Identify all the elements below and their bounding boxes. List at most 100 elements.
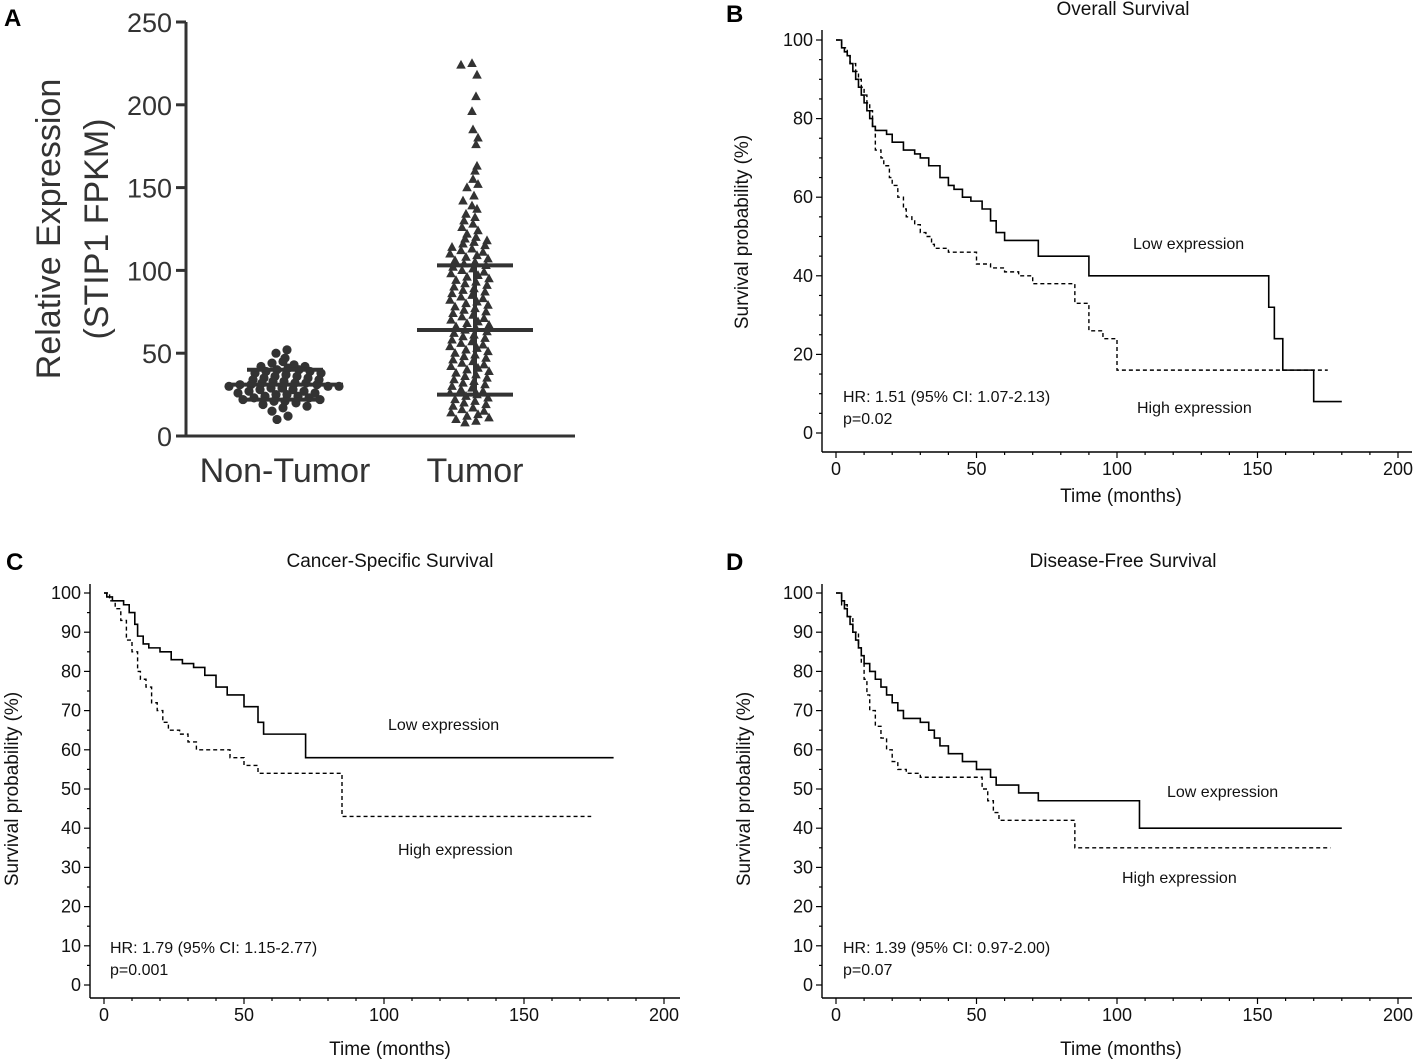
y-tick-label: 10 xyxy=(793,936,813,956)
data-point-tumor xyxy=(472,250,482,260)
y-axis-title-units: (STIP1 FPKM) xyxy=(78,118,116,339)
panel-a: A 0 50 100 150 200 250 Relative Expression (STI… xyxy=(4,5,575,490)
x-tick-label: 0 xyxy=(99,1005,109,1025)
data-point-non-tumor xyxy=(282,345,292,355)
data-point-non-tumor xyxy=(272,414,282,425)
x-tick-label: 200 xyxy=(1383,459,1413,479)
y-tick-label: 40 xyxy=(61,818,81,838)
y-tick-label: 60 xyxy=(793,740,813,760)
y-tick-label: 60 xyxy=(61,740,81,760)
y-tick-label: 20 xyxy=(793,897,813,917)
data-point-tumor xyxy=(469,237,479,246)
y-tick-label: 20 xyxy=(61,897,81,917)
x-tick-label: 0 xyxy=(831,459,841,479)
data-point-tumor xyxy=(484,366,494,376)
km-plot-c: 0 10 20 30 40 50 60 70 80 90 100 0 50 100 150 200 Cancer… xyxy=(2,551,680,1060)
data-point-tumor xyxy=(484,412,494,422)
data-point-tumor xyxy=(460,371,470,380)
high-expression-label: High expression xyxy=(398,842,513,859)
panel-letter-a: A xyxy=(4,5,21,32)
high-expression-curve xyxy=(836,39,1328,371)
panel-letter-b: B xyxy=(726,1,743,28)
y-tick-label: 0 xyxy=(71,975,81,995)
data-point-tumor xyxy=(483,392,493,402)
data-point-tumor xyxy=(451,367,461,377)
data-point-tumor xyxy=(458,377,468,387)
data-point-tumor xyxy=(462,271,472,281)
data-point-tumor xyxy=(456,245,466,255)
data-point-tumor xyxy=(467,58,477,67)
chart-title: Overall Survival xyxy=(1056,0,1189,20)
y-tick-label: 100 xyxy=(127,256,172,286)
data-point-tumor xyxy=(456,59,466,69)
data-point-tumor xyxy=(462,182,472,192)
data-point-tumor xyxy=(446,268,456,278)
x-axis-title: Time (months) xyxy=(1060,1039,1182,1060)
data-point-tumor xyxy=(479,405,489,415)
data-point-tumor xyxy=(457,357,467,367)
x-tick-label: 200 xyxy=(649,1005,679,1025)
x-category-label: Non-Tumor xyxy=(200,452,371,490)
y-tick-label: 40 xyxy=(793,266,813,286)
data-point-tumor xyxy=(480,333,490,342)
high-expression-curve xyxy=(104,592,592,818)
x-axis-title: Time (months) xyxy=(1060,486,1182,507)
data-point-tumor xyxy=(468,218,478,228)
x-axis-title: Time (months) xyxy=(329,1039,451,1060)
data-point-tumor xyxy=(462,318,472,327)
data-point-tumor xyxy=(447,288,457,298)
hazard-ratio-text: HR: 1.79 (95% CI: 1.15-2.77) xyxy=(110,940,317,957)
data-point-tumor xyxy=(483,346,493,356)
data-point-tumor xyxy=(448,308,458,318)
y-tick-label: 20 xyxy=(793,344,813,364)
y-tick-label: 100 xyxy=(783,583,813,603)
low-expression-label: Low expression xyxy=(1133,236,1244,253)
y-tick-label: 70 xyxy=(793,701,813,721)
data-point-tumor xyxy=(447,242,457,251)
panel-d: D 0 10 20 30 40 50 60 70 80 90 100 0 50 100 150 200 Dise… xyxy=(726,549,1413,1060)
data-point-tumor xyxy=(483,253,493,263)
data-point-tumor xyxy=(460,278,470,288)
data-point-tumor xyxy=(479,313,489,323)
y-tick-label: 30 xyxy=(61,857,81,877)
data-point-tumor xyxy=(451,414,461,424)
high-expression-label: High expression xyxy=(1122,870,1237,887)
data-point-tumor xyxy=(484,319,494,329)
data-point-tumor xyxy=(482,372,492,382)
data-point-tumor xyxy=(470,396,480,405)
data-point-tumor xyxy=(459,397,469,407)
y-tick-label: 80 xyxy=(793,661,813,681)
data-point-non-tumor xyxy=(283,411,293,421)
data-point-tumor xyxy=(459,351,469,361)
data-point-non-tumor xyxy=(233,388,243,398)
y-tick-label: 60 xyxy=(793,187,813,207)
high-expression-label: High expression xyxy=(1137,400,1252,417)
low-expression-label: Low expression xyxy=(1167,784,1278,801)
y-tick-label: 40 xyxy=(793,818,813,838)
data-point-tumor xyxy=(461,344,471,354)
data-point-tumor xyxy=(472,203,482,213)
data-point-tumor xyxy=(459,215,469,225)
data-point-non-tumor xyxy=(244,386,254,396)
data-point-tumor xyxy=(458,331,468,341)
high-expression-curve xyxy=(836,592,1331,849)
data-point-tumor xyxy=(484,273,494,283)
y-tick-label: 0 xyxy=(803,423,813,443)
data-point-tumor xyxy=(482,280,492,289)
data-point-non-tumor xyxy=(278,356,288,367)
x-tick-label: 200 xyxy=(1383,1005,1413,1025)
y-tick-label: 50 xyxy=(61,779,81,799)
y-tick-label: 0 xyxy=(157,422,172,452)
panel-b: B 0 20 40 60 80 100 0 50 100 150 200 Overall Surviv… xyxy=(726,0,1413,507)
panel-letter-d: D xyxy=(726,549,743,576)
y-tick-label: 10 xyxy=(61,936,81,956)
hazard-ratio-text: HR: 1.51 (95% CI: 1.07-2.13) xyxy=(843,389,1050,406)
y-tick-label: 70 xyxy=(61,701,81,721)
data-point-tumor xyxy=(445,341,455,351)
data-point-tumor xyxy=(456,384,466,394)
data-point-tumor xyxy=(459,304,469,314)
data-point-tumor xyxy=(481,352,491,362)
data-point-tumor xyxy=(461,208,471,218)
y-tick-label: 100 xyxy=(51,583,81,603)
